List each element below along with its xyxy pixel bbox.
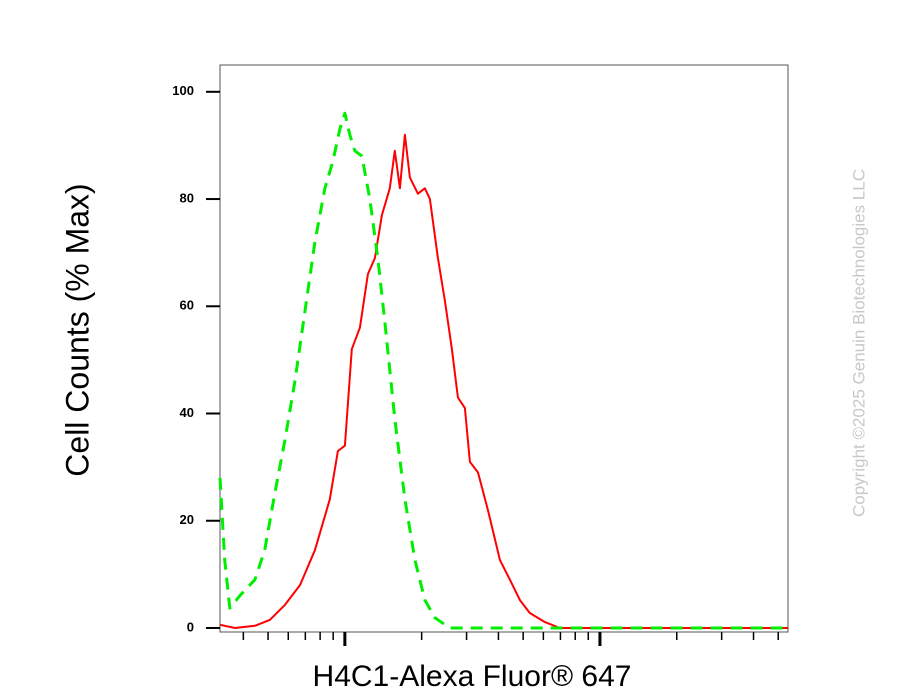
series-line bbox=[218, 111, 788, 630]
y-tick-label: 60 bbox=[180, 298, 194, 313]
y-tick-label: 20 bbox=[180, 512, 194, 527]
watermark: Copyright ©2025 Genuin Biotechnologies L… bbox=[849, 169, 868, 517]
plot-frame bbox=[219, 64, 789, 633]
y-tick-label: 100 bbox=[172, 83, 194, 98]
y-tick-label: 0 bbox=[187, 619, 194, 634]
y-tick-label: 80 bbox=[180, 190, 194, 205]
series-line bbox=[219, 133, 788, 629]
y-tick-label: 40 bbox=[180, 405, 194, 420]
y-axis-label: Cell Counts (% Max) bbox=[59, 183, 95, 476]
x-axis-label: H4C1-Alexa Fluor® 647 bbox=[313, 660, 632, 693]
